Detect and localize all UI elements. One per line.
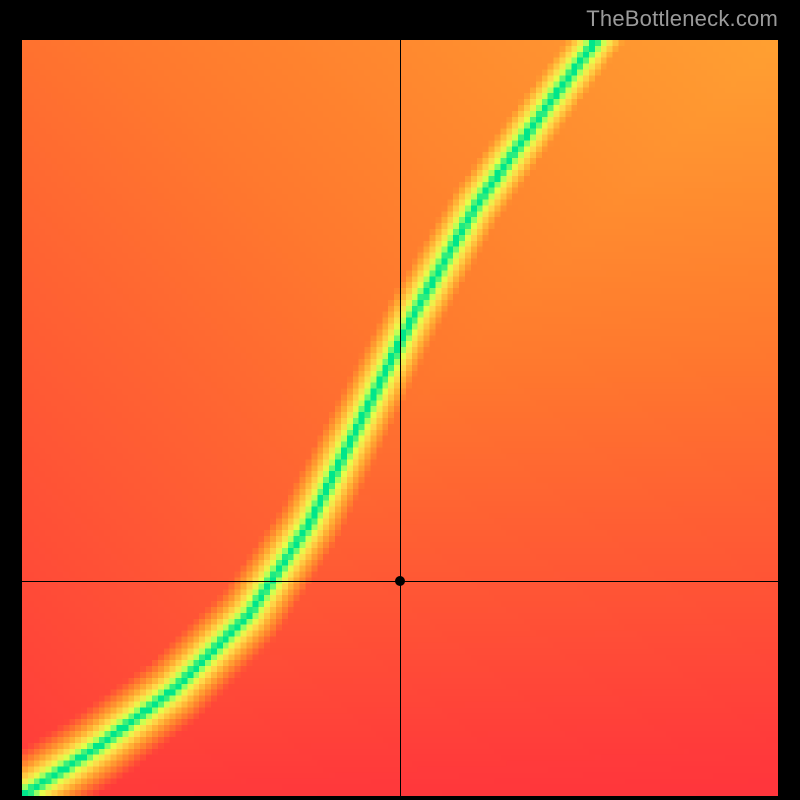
heatmap-plot — [22, 40, 778, 796]
crosshair-vertical — [400, 40, 401, 796]
crosshair-marker — [395, 576, 405, 586]
chart-container: TheBottleneck.com — [0, 0, 800, 800]
watermark-text: TheBottleneck.com — [586, 6, 778, 32]
